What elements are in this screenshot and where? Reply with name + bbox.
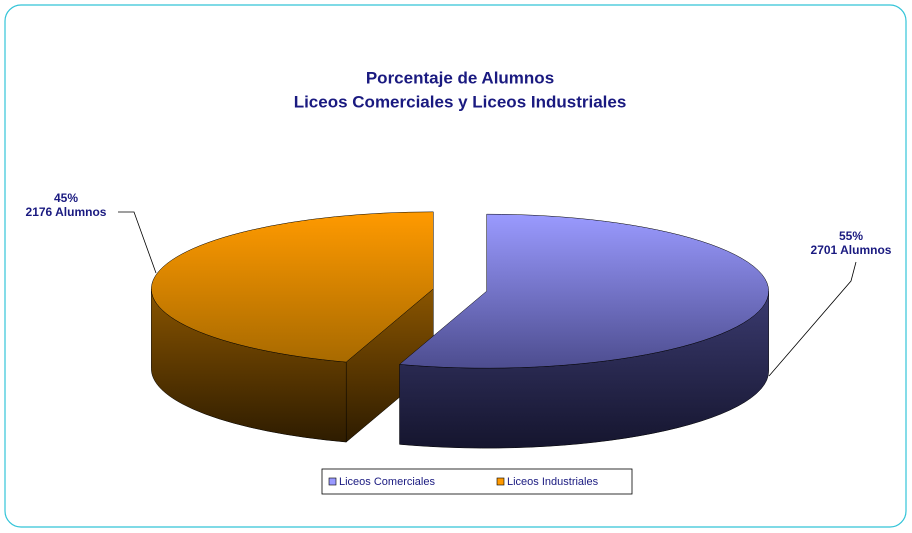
data-label: 55% xyxy=(839,229,863,243)
pie xyxy=(151,211,769,449)
legend-swatch xyxy=(328,477,337,486)
data-label: 2176 Alumnos xyxy=(26,205,107,219)
data-label: 2701 Alumnos xyxy=(811,243,892,257)
legend-swatch xyxy=(496,477,505,486)
pie-slice xyxy=(151,211,434,363)
chart-title: Porcentaje de Alumnos xyxy=(366,68,554,87)
pie-slice xyxy=(398,213,769,369)
data-label: 45% xyxy=(54,191,78,205)
chart-title: Liceos Comerciales y Liceos Industriales xyxy=(294,92,627,111)
legend-label: Liceos Comerciales xyxy=(339,476,435,488)
legend xyxy=(321,468,633,495)
leader-line xyxy=(768,261,857,377)
leader-line xyxy=(118,211,157,274)
legend-label: Liceos Industriales xyxy=(507,476,599,488)
